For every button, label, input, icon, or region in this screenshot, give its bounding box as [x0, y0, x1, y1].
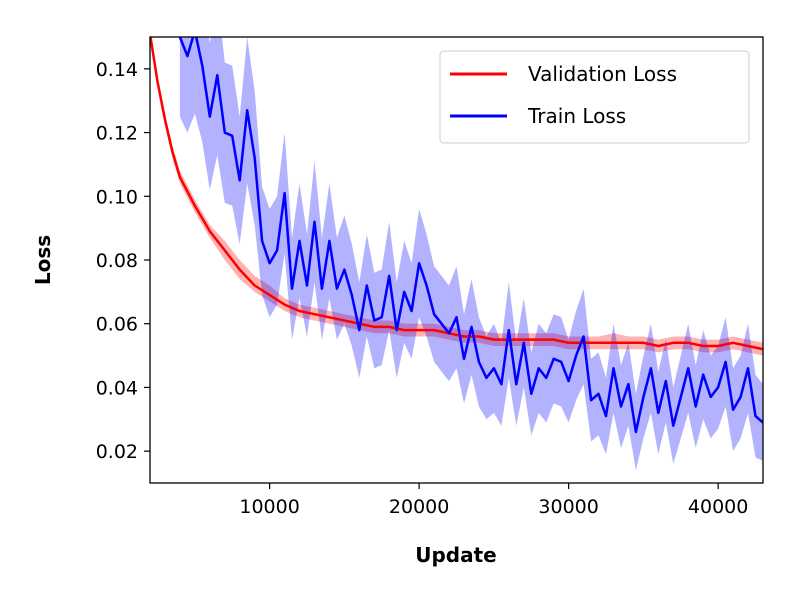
y-tick-label: 0.06: [96, 314, 138, 336]
x-axis-title: Update: [415, 543, 497, 567]
y-axis-title: Loss: [31, 235, 55, 285]
x-tick-label: 10000: [239, 496, 299, 518]
legend-label-validation-loss: Validation Loss: [528, 62, 677, 86]
legend-label-train-loss: Train Loss: [527, 104, 626, 128]
legend-box: [439, 50, 750, 144]
x-tick-label: 20000: [389, 496, 449, 518]
x-tick-label: 40000: [688, 496, 748, 518]
line-train-loss: [178, 37, 763, 434]
x-tick-label: 30000: [538, 496, 598, 518]
y-tick-label: 0.08: [96, 250, 138, 272]
y-tick-label: 0.10: [96, 186, 138, 208]
line-validation-loss: [150, 37, 763, 351]
y-tick-label: 0.04: [96, 377, 138, 399]
y-tick-label: 0.02: [96, 441, 138, 463]
y-tick-label: 0.14: [96, 59, 138, 81]
legend: Validation Loss Train Loss: [439, 50, 750, 144]
band-train-loss: [179, 37, 763, 471]
y-tick-label: 0.12: [96, 123, 138, 145]
